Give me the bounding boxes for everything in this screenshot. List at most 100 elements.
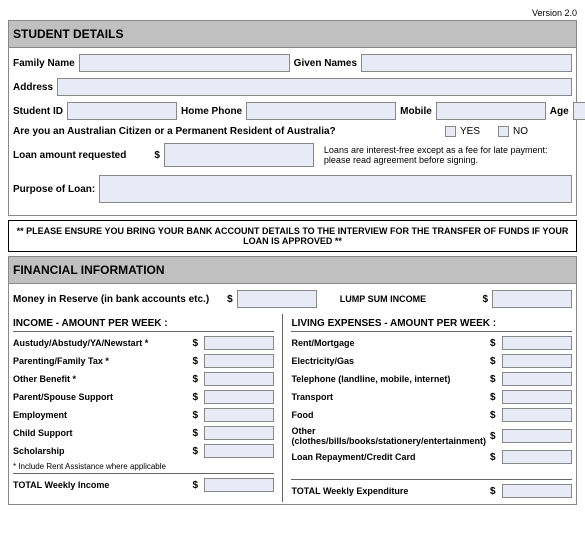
dollar-sign: $ [192, 428, 200, 439]
dollar-sign: $ [490, 431, 498, 442]
expense-item-row: Food $ [291, 408, 572, 422]
family-name-label: Family Name [13, 58, 75, 69]
total-income-label: TOTAL Weekly Income [13, 480, 188, 490]
yes-checkbox[interactable] [445, 126, 456, 137]
income-item-amount-input[interactable] [204, 390, 274, 404]
income-item-row: Parent/Spouse Support $ [13, 390, 274, 404]
loan-amount-label: Loan amount requested [13, 150, 126, 161]
version-text: Version 2.0 [8, 8, 577, 18]
income-item-amount-input[interactable] [204, 408, 274, 422]
income-item-amount-input[interactable] [204, 336, 274, 350]
income-item-row: Scholarship $ [13, 444, 274, 458]
address-label: Address [13, 82, 53, 93]
expense-item-amount-input[interactable] [502, 450, 572, 464]
expense-item-row: Transport $ [291, 390, 572, 404]
expense-item-amount-input[interactable] [502, 429, 572, 443]
expenses-column: LIVING EXPENSES - AMOUNT PER WEEK : Rent… [291, 314, 572, 502]
income-item-label: Austudy/Abstudy/YA/Newstart * [13, 338, 188, 348]
income-item-row: Parenting/Family Tax * $ [13, 354, 274, 368]
income-item-amount-input[interactable] [204, 354, 274, 368]
no-label: NO [513, 126, 528, 137]
given-names-input[interactable] [361, 54, 572, 72]
income-item-amount-input[interactable] [204, 426, 274, 440]
income-item-row: Child Support $ [13, 426, 274, 440]
expense-item-amount-input[interactable] [502, 390, 572, 404]
expense-item-row: Other (clothes/bills/books/stationery/en… [291, 426, 572, 446]
expense-item-label: Electricity/Gas [291, 356, 486, 366]
expense-item-label: Rent/Mortgage [291, 338, 486, 348]
dollar-sign: $ [490, 392, 498, 403]
family-name-input[interactable] [79, 54, 290, 72]
income-item-label: Other Benefit * [13, 374, 188, 384]
expense-item-label: Transport [291, 392, 486, 402]
mobile-input[interactable] [436, 102, 546, 120]
income-item-label: Scholarship [13, 446, 188, 456]
yes-label: YES [460, 126, 480, 137]
expense-item-label: Telephone (landline, mobile, internet) [291, 374, 486, 384]
dollar-sign: $ [192, 356, 200, 367]
reserve-input[interactable] [237, 290, 317, 308]
income-item-label: Parenting/Family Tax * [13, 356, 188, 366]
home-phone-label: Home Phone [181, 106, 242, 117]
given-names-label: Given Names [294, 58, 357, 69]
income-item-amount-input[interactable] [204, 372, 274, 386]
income-item-label: Parent/Spouse Support [13, 392, 188, 402]
lump-sum-input[interactable] [492, 290, 572, 308]
expense-item-amount-input[interactable] [502, 336, 572, 350]
dollar-sign: $ [490, 338, 498, 349]
home-phone-input[interactable] [246, 102, 396, 120]
dollar-sign-2: $ [227, 294, 233, 305]
expense-item-amount-input[interactable] [502, 354, 572, 368]
expense-item-row: Loan Repayment/Credit Card$ [291, 450, 572, 464]
expense-item-row: Rent/Mortgage $ [291, 336, 572, 350]
dollar-sign: $ [192, 374, 200, 385]
dollar-sign: $ [154, 150, 160, 161]
purpose-input[interactable] [99, 175, 572, 203]
total-expense-label: TOTAL Weekly Expenditure [291, 486, 486, 496]
student-id-input[interactable] [67, 102, 177, 120]
expense-item-row: Electricity/Gas$ [291, 354, 572, 368]
income-item-label: Employment [13, 410, 188, 420]
financial-info-header: FINANCIAL INFORMATION [8, 256, 577, 284]
address-input[interactable] [57, 78, 572, 96]
expense-item-label: Food [291, 410, 486, 420]
expenses-header: LIVING EXPENSES - AMOUNT PER WEEK : [291, 314, 572, 332]
expense-item-amount-input[interactable] [502, 372, 572, 386]
dollar-sign: $ [192, 338, 200, 349]
lump-sum-label: LUMP SUM INCOME [340, 294, 426, 304]
dollar-sign: $ [192, 446, 200, 457]
dollar-sign-total-e: $ [490, 486, 498, 497]
dollar-sign-3: $ [482, 294, 488, 305]
dollar-sign: $ [490, 452, 498, 463]
dollar-sign: $ [192, 410, 200, 421]
loan-note: Loans are interest-free except as a fee … [318, 145, 572, 165]
income-item-amount-input[interactable] [204, 444, 274, 458]
income-item-row: Employment $ [13, 408, 274, 422]
dollar-sign: $ [490, 410, 498, 421]
purpose-label: Purpose of Loan: [13, 184, 95, 195]
student-details-body: Family Name Given Names Address Student … [8, 48, 577, 216]
income-item-row: Austudy/Abstudy/YA/Newstart * $ [13, 336, 274, 350]
income-item-row: Other Benefit * $ [13, 372, 274, 386]
expense-item-row: Telephone (landline, mobile, internet)$ [291, 372, 572, 386]
no-checkbox[interactable] [498, 126, 509, 137]
expense-item-amount-input[interactable] [502, 408, 572, 422]
total-income-input[interactable] [204, 478, 274, 492]
bank-notice: ** PLEASE ENSURE YOU BRING YOUR BANK ACC… [8, 220, 577, 252]
dollar-sign: $ [192, 392, 200, 403]
dollar-sign-total-i: $ [192, 480, 200, 491]
age-label: Age [550, 106, 569, 117]
income-header: INCOME - AMOUNT PER WEEK : [13, 314, 274, 332]
loan-amount-input[interactable] [164, 143, 314, 167]
financial-info-body: Money in Reserve (in bank accounts etc.)… [8, 284, 577, 505]
student-details-header: STUDENT DETAILS [8, 20, 577, 48]
expense-item-label: Other (clothes/bills/books/stationery/en… [291, 426, 486, 446]
income-footnote: * Include Rent Assistance where applicab… [13, 462, 274, 471]
mobile-label: Mobile [400, 106, 432, 117]
age-input[interactable] [573, 102, 585, 120]
income-column: INCOME - AMOUNT PER WEEK : Austudy/Abstu… [13, 314, 274, 502]
column-divider [282, 314, 283, 502]
citizen-question: Are you an Australian Citizen or a Perma… [13, 126, 441, 137]
total-expense-input[interactable] [502, 484, 572, 498]
income-item-label: Child Support [13, 428, 188, 438]
